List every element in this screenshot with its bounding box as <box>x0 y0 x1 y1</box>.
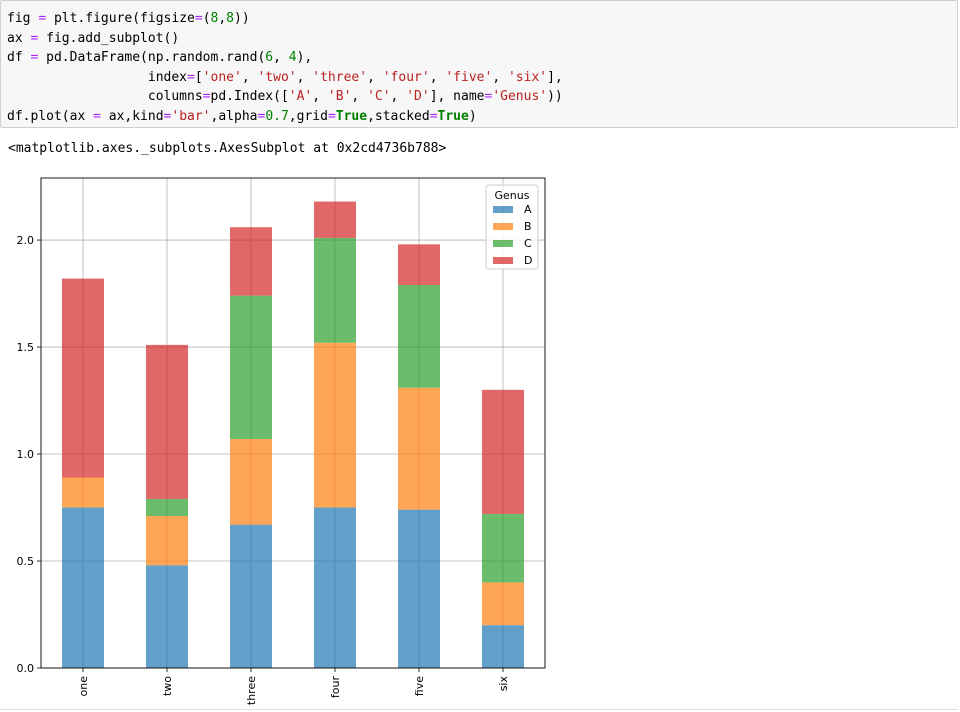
bar-one-B <box>62 477 104 508</box>
code-line-5: columns=pd.Index(['A', 'B', 'C', 'D'], n… <box>7 89 563 104</box>
legend-swatch-C <box>493 240 513 247</box>
bar-three-B <box>230 439 272 525</box>
bar-two-B <box>146 516 188 566</box>
code-line-4: index=['one', 'two', 'three', 'four', 'f… <box>7 69 563 85</box>
y-tick-label: 0.0 <box>17 662 35 675</box>
legend-label-D: D <box>524 254 532 267</box>
code-line-3: df = pd.DataFrame(np.random.rand(6, 4), <box>7 50 313 65</box>
stacked-bar-chart: 0.0 0.5 1.0 1.5 2.0 one two three four five six G… <box>17 177 546 705</box>
legend-swatch-D <box>493 257 513 264</box>
legend-label-B: B <box>524 220 532 233</box>
bar-four-D <box>314 201 356 238</box>
code-editor[interactable]: fig = plt.figure(figsize=(8,8)) ax = fig… <box>1 1 957 126</box>
code-line-6: df.plot(ax = ax,kind='bar',alpha=0.7,gri… <box>7 108 477 124</box>
bar-one-D <box>62 278 104 478</box>
y-tick-label: 0.5 <box>17 555 35 568</box>
legend-title: Genus <box>495 189 530 202</box>
grid-lines <box>41 178 545 669</box>
x-tick-label: three <box>245 676 258 705</box>
legend-swatch-B <box>493 223 513 230</box>
y-tick-label: 2.0 <box>17 234 35 247</box>
y-tick-label: 1.5 <box>17 341 35 354</box>
legend-label-C: C <box>524 237 532 250</box>
bar-four-C <box>314 237 356 343</box>
output-text: <matplotlib.axes._subplots.AxesSubplot a… <box>8 141 447 156</box>
legend-swatch-A <box>493 206 513 213</box>
x-axis: one two three four five six <box>77 668 510 705</box>
bar-four-B <box>314 342 356 508</box>
bars <box>62 201 524 668</box>
bar-three-A <box>230 524 272 668</box>
code-cell[interactable]: fig = plt.figure(figsize=(8,8)) ax = fig… <box>0 0 958 128</box>
bar-two-D <box>146 344 188 499</box>
cell-divider <box>0 709 958 710</box>
bar-six-B <box>482 582 524 626</box>
code-line-2: ax = fig.add_subplot() <box>7 30 180 46</box>
bar-five-C <box>398 284 440 388</box>
bar-six-D <box>482 389 524 514</box>
x-tick-label: six <box>497 676 510 692</box>
bar-two-A <box>146 565 188 668</box>
plot-frame <box>40 177 546 669</box>
bar-five-B <box>398 387 440 510</box>
x-tick-label: two <box>161 676 174 696</box>
code-line-1: fig = plt.figure(figsize=(8,8)) <box>7 11 250 26</box>
bar-five-D <box>398 244 440 285</box>
x-tick-label: one <box>77 676 90 697</box>
bar-four-A <box>314 507 356 668</box>
y-axis: 0.0 0.5 1.0 1.5 2.0 <box>17 234 41 675</box>
bar-one-A <box>62 507 104 668</box>
bar-six-A <box>482 625 524 668</box>
legend-label-A: A <box>524 203 532 216</box>
y-tick-label: 1.0 <box>17 448 35 461</box>
bar-five-A <box>398 509 440 668</box>
bar-three-C <box>230 295 272 440</box>
x-tick-label: four <box>329 676 342 699</box>
x-tick-label: five <box>413 676 426 696</box>
bar-three-D <box>230 227 272 296</box>
bar-six-C <box>482 513 524 583</box>
bar-two-C <box>146 498 188 517</box>
